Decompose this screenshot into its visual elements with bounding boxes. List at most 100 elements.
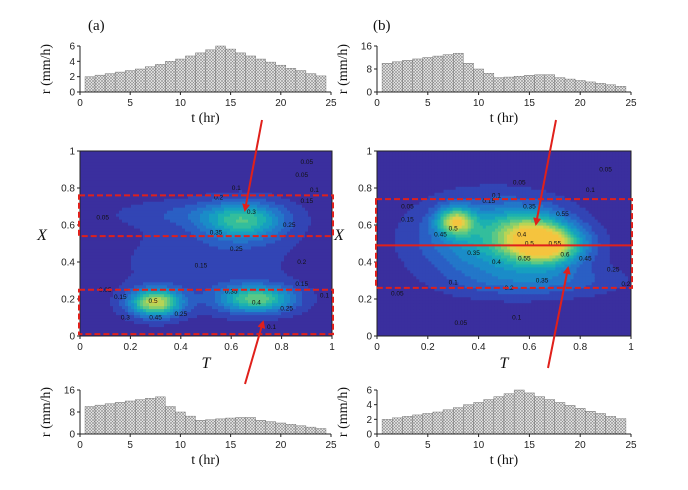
contour-cell bbox=[224, 330, 228, 334]
contour-cell bbox=[122, 249, 126, 254]
contour-cell bbox=[293, 261, 297, 265]
contour-cell bbox=[212, 231, 216, 236]
contour-cell bbox=[152, 189, 156, 194]
contour-cell bbox=[182, 222, 186, 227]
contour-cell bbox=[311, 222, 315, 227]
contour-cell bbox=[311, 165, 315, 170]
contour-cell bbox=[152, 258, 156, 262]
contour-cell bbox=[302, 321, 306, 325]
contour-cell bbox=[311, 225, 315, 230]
contour-cell bbox=[185, 195, 189, 200]
contour-cell bbox=[299, 321, 303, 325]
contour-cell bbox=[251, 237, 255, 242]
contour-cell bbox=[257, 186, 261, 191]
contour-cell bbox=[140, 330, 144, 334]
contour-cell bbox=[269, 258, 273, 262]
contour-cell bbox=[215, 324, 219, 328]
contour-cell bbox=[170, 198, 174, 203]
contour-cell bbox=[218, 273, 222, 277]
contour-cell bbox=[146, 213, 150, 218]
contour-cell bbox=[164, 300, 168, 304]
contour-cell bbox=[263, 333, 267, 336]
contour-cell bbox=[122, 207, 126, 212]
contour-cell bbox=[95, 285, 99, 289]
contour-cell bbox=[149, 156, 153, 161]
contour-cell bbox=[200, 252, 204, 257]
contour-cell bbox=[302, 246, 306, 251]
contour-cell bbox=[116, 327, 120, 331]
contour-cell bbox=[140, 264, 144, 268]
contour-cell bbox=[275, 303, 279, 307]
contour-cell bbox=[218, 324, 222, 328]
contour-cell bbox=[149, 297, 153, 301]
contour-cell bbox=[92, 255, 96, 260]
contour-cell bbox=[290, 282, 294, 286]
contour-cell bbox=[113, 270, 117, 274]
contour-cell bbox=[179, 300, 183, 304]
contour-cell bbox=[161, 261, 165, 265]
contour-cell bbox=[89, 195, 93, 200]
contour-cell bbox=[86, 204, 90, 209]
contour-cell bbox=[200, 204, 204, 209]
contour-cell bbox=[203, 219, 207, 224]
contour-cell bbox=[284, 207, 288, 212]
contour-cell bbox=[206, 261, 210, 265]
contour-cell bbox=[194, 312, 198, 316]
contour-cell bbox=[209, 225, 213, 230]
contour-cell bbox=[260, 151, 264, 155]
contour-cell bbox=[233, 327, 237, 331]
contour-cell bbox=[149, 216, 153, 221]
contour-cell bbox=[146, 324, 150, 328]
contour-cell bbox=[128, 180, 132, 185]
contour-cell bbox=[221, 300, 225, 304]
contour-cell bbox=[278, 210, 282, 215]
contour-cell bbox=[80, 324, 84, 328]
contour-cell bbox=[128, 330, 132, 334]
contour-cell bbox=[278, 177, 282, 182]
contour-cell bbox=[152, 162, 156, 167]
contour-cell bbox=[80, 189, 84, 194]
contour-cell bbox=[107, 330, 111, 334]
contour-cell bbox=[284, 243, 288, 248]
contour-cell bbox=[167, 156, 171, 161]
contour-cell bbox=[89, 207, 93, 212]
contour-cell bbox=[278, 249, 282, 254]
contour-cell bbox=[164, 261, 168, 265]
contour-cell bbox=[305, 264, 309, 268]
contour-cell bbox=[161, 252, 165, 257]
contour-cell bbox=[83, 252, 87, 257]
contour-cell bbox=[203, 151, 207, 155]
contour-cell bbox=[113, 285, 117, 289]
contour-cell bbox=[272, 237, 276, 242]
contour-cell bbox=[266, 153, 270, 158]
contour-cell bbox=[272, 159, 276, 164]
contour-cell bbox=[206, 204, 210, 209]
contour-cell bbox=[125, 327, 129, 331]
contour-cell bbox=[209, 216, 213, 221]
contour-cell bbox=[116, 180, 120, 185]
histogram-bar bbox=[195, 52, 206, 93]
contour-cell bbox=[257, 159, 261, 164]
contour-cell bbox=[209, 171, 213, 176]
contour-cell bbox=[224, 174, 228, 179]
histogram-bar bbox=[473, 402, 484, 435]
contour-cell bbox=[245, 273, 249, 277]
contour-cell bbox=[224, 255, 228, 260]
contour-cell bbox=[158, 192, 162, 197]
contour-cell bbox=[107, 261, 111, 265]
contour-cell bbox=[275, 249, 279, 254]
contour-cell bbox=[311, 180, 315, 185]
contour-cell bbox=[272, 210, 276, 215]
contour-cell bbox=[206, 168, 210, 173]
contour-cell bbox=[119, 174, 123, 179]
contour-cell bbox=[260, 249, 264, 254]
contour-cell bbox=[80, 210, 84, 215]
contour-cell bbox=[260, 228, 264, 233]
contour-cell bbox=[143, 276, 147, 280]
contour-cell bbox=[254, 186, 258, 191]
contour-cell bbox=[218, 151, 222, 155]
contour-cell bbox=[308, 276, 312, 280]
contour-cell bbox=[197, 207, 201, 212]
contour-cell bbox=[230, 264, 234, 268]
contour-cell bbox=[191, 276, 195, 280]
